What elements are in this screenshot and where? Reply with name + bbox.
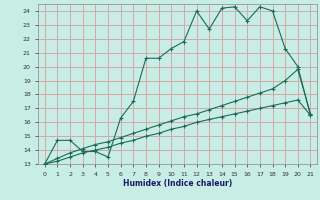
X-axis label: Humidex (Indice chaleur): Humidex (Indice chaleur) [123,179,232,188]
